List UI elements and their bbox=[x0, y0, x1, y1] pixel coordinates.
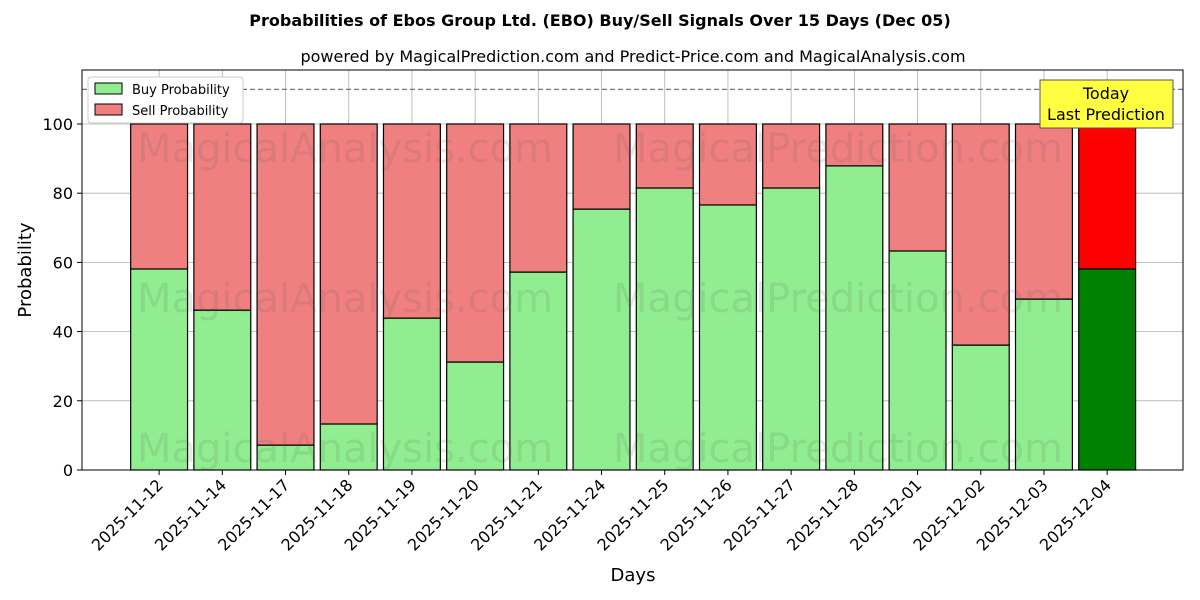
chart-subtitle: powered by MagicalPrediction.com and Pre… bbox=[300, 47, 965, 66]
sell-bar-2025-11-18 bbox=[319, 123, 378, 425]
buy-bar-2025-11-27 bbox=[762, 187, 821, 471]
chart-title: Probabilities of Ebos Group Ltd. (EBO) B… bbox=[249, 11, 951, 30]
y-tick-label: 40 bbox=[53, 323, 73, 342]
legend-buy: Buy Probability bbox=[132, 83, 230, 98]
y-tick-label: 60 bbox=[53, 253, 73, 272]
sell-bar-2025-12-03 bbox=[1014, 123, 1073, 300]
x-axis-label: Days bbox=[611, 565, 656, 586]
sell-bar-2025-11-27 bbox=[762, 123, 821, 189]
buy-bar-2025-11-20 bbox=[446, 361, 505, 471]
buy-bar-2025-11-21 bbox=[509, 271, 568, 471]
plot-frame bbox=[81, 69, 1184, 471]
legend-swatch-buy bbox=[94, 82, 123, 95]
sell-bar-2025-11-12 bbox=[130, 123, 189, 270]
annotation-last-prediction: Last Prediction bbox=[1047, 105, 1165, 124]
buy-bar-2025-12-01 bbox=[888, 250, 947, 471]
legend-swatch-sell bbox=[94, 103, 123, 116]
buy-bar-2025-11-26 bbox=[698, 204, 757, 471]
sell-bar-2025-11-21 bbox=[509, 123, 568, 273]
sell-bar-2025-11-28 bbox=[825, 123, 884, 167]
buy-bar-2025-12-04 bbox=[1078, 268, 1137, 471]
sell-bar-2025-11-25 bbox=[635, 123, 694, 189]
buy-bar-2025-11-17 bbox=[256, 444, 315, 471]
y-axis-label: Probability bbox=[15, 222, 36, 317]
watermark-text: MagicalPrediction.com bbox=[613, 426, 1063, 472]
sell-bar-2025-11-24 bbox=[572, 123, 631, 210]
buy-bar-2025-11-28 bbox=[825, 165, 884, 471]
buy-bar-2025-11-25 bbox=[635, 187, 694, 471]
sell-bar-2025-12-04 bbox=[1078, 123, 1137, 270]
buy-bar-2025-11-14 bbox=[193, 309, 252, 471]
sell-bar-2025-11-17 bbox=[256, 123, 315, 446]
watermark-text: MagicalPrediction.com bbox=[613, 126, 1063, 172]
sell-bar-2025-12-01 bbox=[888, 123, 947, 252]
today-annotation: Today Last Prediction bbox=[1039, 79, 1174, 129]
sell-bar-2025-11-19 bbox=[382, 123, 441, 319]
watermark-text: MagicalAnalysis.com bbox=[137, 126, 553, 172]
watermark-text: MagicalAnalysis.com bbox=[137, 426, 553, 472]
sell-bar-2025-11-26 bbox=[698, 123, 757, 206]
y-tick-label: 80 bbox=[53, 184, 73, 203]
sell-bar-2025-11-20 bbox=[446, 123, 505, 363]
buy-bar-2025-11-24 bbox=[572, 208, 631, 471]
y-tick-label: 20 bbox=[53, 392, 73, 411]
y-tick-label: 0 bbox=[63, 461, 73, 480]
sell-bar-2025-11-14 bbox=[193, 123, 252, 311]
buy-bar-2025-11-19 bbox=[382, 317, 441, 471]
watermark-text: MagicalAnalysis.com bbox=[137, 276, 553, 322]
sell-bar-2025-12-02 bbox=[951, 123, 1010, 346]
legend: Buy Probability Sell Probability bbox=[87, 76, 244, 124]
legend-sell: Sell Probability bbox=[132, 104, 229, 119]
watermark-text: MagicalPrediction.com bbox=[613, 276, 1063, 322]
annotation-today: Today bbox=[1082, 84, 1129, 103]
y-tick-label: 100 bbox=[42, 115, 73, 134]
